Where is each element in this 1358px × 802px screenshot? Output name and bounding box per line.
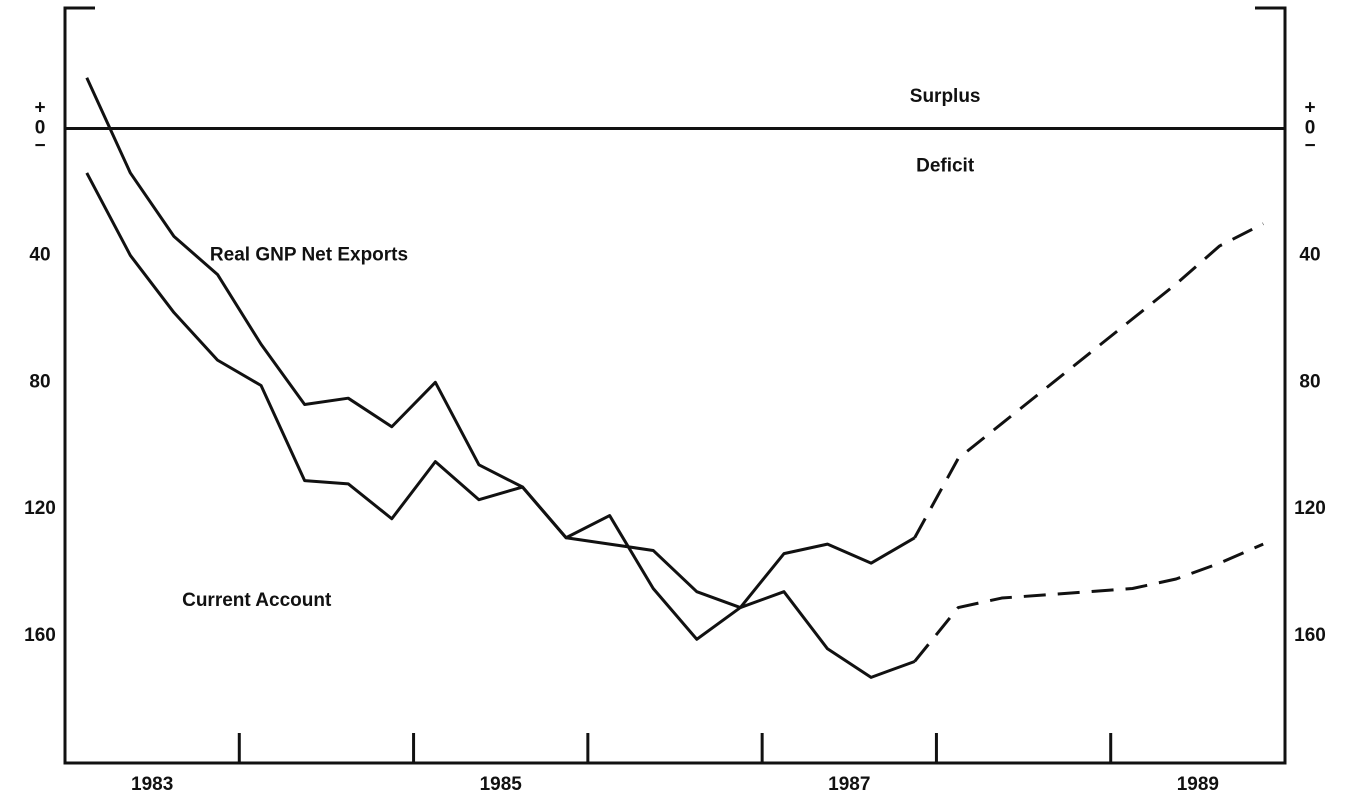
zero-sign-plus: +: [34, 98, 45, 119]
y-tick-label: 40: [29, 244, 50, 265]
y2-tick-label: 120: [1294, 498, 1326, 519]
projected-line: [913, 222, 1264, 539]
zero-sign-minus: −: [34, 136, 45, 157]
zero-sign-plus: +: [1304, 98, 1315, 119]
annotation: Current Account: [182, 590, 332, 611]
x-tick-label: 1985: [480, 774, 523, 795]
series-line: [85, 77, 916, 641]
series-line: [85, 172, 916, 679]
y-tick-label: 160: [24, 625, 56, 646]
y-tick-label: 120: [24, 498, 56, 519]
annotation: Deficit: [916, 156, 975, 177]
x-tick-label: 1983: [131, 774, 173, 795]
x-tick-label: 1989: [1177, 774, 1219, 795]
annotation: Surplus: [910, 86, 981, 107]
x-tick-label: 1987: [828, 774, 870, 795]
y-tick-label: 80: [29, 371, 50, 392]
zero-sign-minus: −: [1304, 136, 1315, 157]
y2-tick-label: 40: [1299, 244, 1320, 265]
projected-line: [913, 542, 1264, 663]
axis-frame: [63, 6, 1287, 765]
y-tick-label: 0: [35, 118, 46, 139]
y2-tick-label: 160: [1294, 625, 1326, 646]
y2-tick-label: 80: [1299, 371, 1320, 392]
annotation: Real GNP Net Exports: [210, 244, 408, 265]
y2-tick-label: 0: [1305, 118, 1316, 139]
